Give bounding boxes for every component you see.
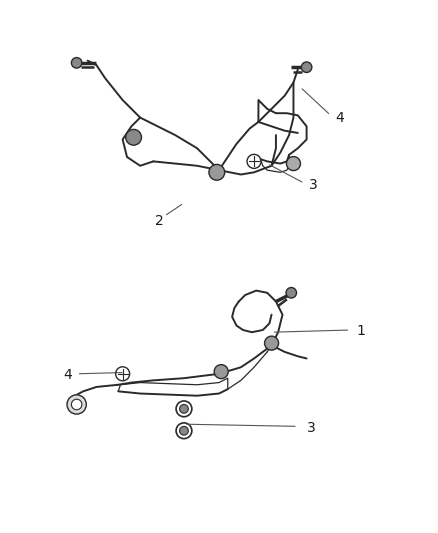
Text: 3: 3 bbox=[307, 421, 315, 435]
Circle shape bbox=[286, 157, 300, 171]
Text: 1: 1 bbox=[357, 324, 366, 338]
Circle shape bbox=[67, 395, 86, 414]
Circle shape bbox=[180, 426, 188, 435]
Text: 4: 4 bbox=[335, 111, 344, 125]
Circle shape bbox=[265, 336, 279, 350]
Circle shape bbox=[71, 399, 82, 410]
Circle shape bbox=[126, 130, 141, 145]
Text: 4: 4 bbox=[64, 368, 72, 382]
Text: 3: 3 bbox=[309, 178, 318, 192]
Circle shape bbox=[180, 405, 188, 413]
Circle shape bbox=[301, 62, 312, 72]
Circle shape bbox=[214, 365, 228, 378]
Circle shape bbox=[286, 287, 297, 298]
Text: 2: 2 bbox=[155, 214, 164, 228]
Circle shape bbox=[209, 165, 225, 180]
Circle shape bbox=[71, 58, 82, 68]
